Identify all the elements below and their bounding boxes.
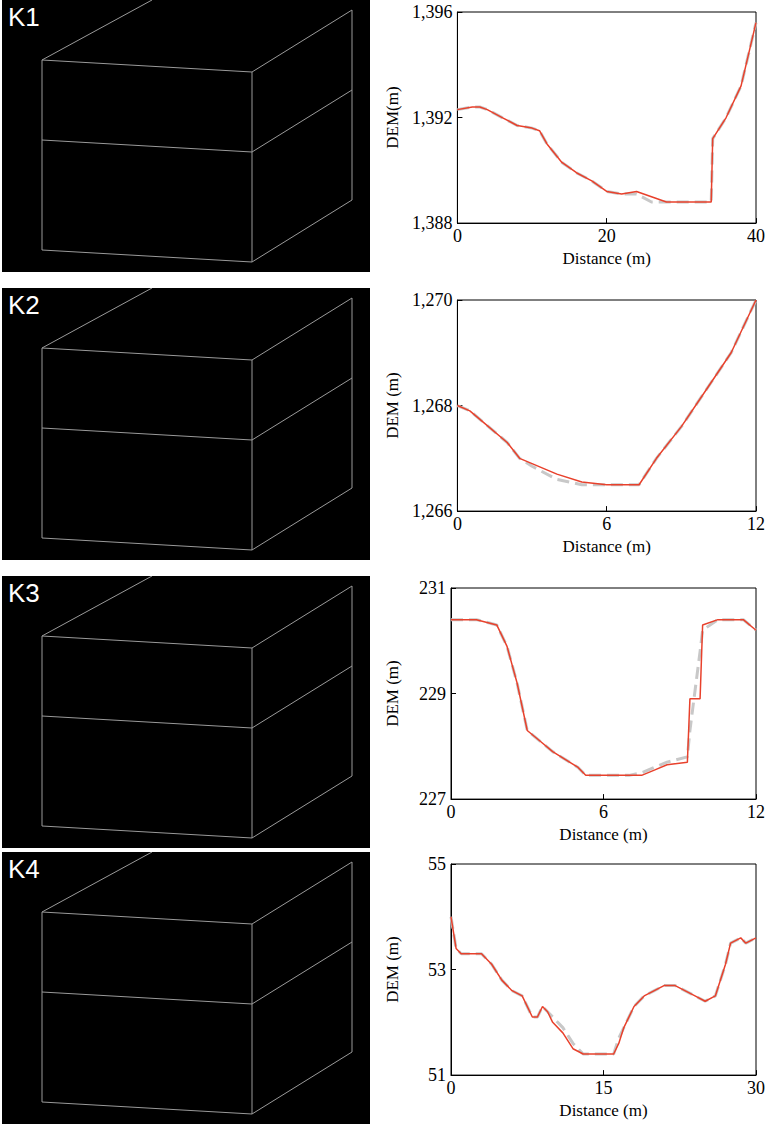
svg-text:15: 15 xyxy=(595,1078,613,1098)
svg-text:Distance (m): Distance (m) xyxy=(563,537,651,556)
html-text:K2: K2 xyxy=(8,290,40,320)
svg-text:0: 0 xyxy=(447,1078,456,1098)
svg-text:53: 53 xyxy=(428,960,446,980)
svg-text:1,268: 1,268 xyxy=(412,396,453,416)
svg-text:12: 12 xyxy=(747,802,765,822)
svg-text:DEM (m): DEM (m) xyxy=(383,372,402,439)
svg-text:Distance (m): Distance (m) xyxy=(559,825,647,844)
svg-text:40: 40 xyxy=(747,226,765,246)
svg-text:231: 231 xyxy=(419,578,446,598)
svg-text:1,392: 1,392 xyxy=(412,108,453,128)
html-text:K3: K3 xyxy=(8,578,40,608)
svg-text:Distance (m): Distance (m) xyxy=(563,249,651,268)
svg-text:51: 51 xyxy=(428,1065,446,1085)
svg-text:20: 20 xyxy=(598,226,616,246)
svg-text:0: 0 xyxy=(453,514,462,534)
svg-text:227: 227 xyxy=(419,789,446,809)
svg-text:1,266: 1,266 xyxy=(412,501,453,521)
svg-text:DEM (m): DEM (m) xyxy=(383,936,402,1003)
svg-text:6: 6 xyxy=(599,802,608,822)
svg-text:DEM (m): DEM (m) xyxy=(383,660,402,727)
svg-text:1,388: 1,388 xyxy=(412,213,453,233)
svg-text:30: 30 xyxy=(747,1078,765,1098)
svg-text:1,270: 1,270 xyxy=(412,290,453,310)
html-text:K4: K4 xyxy=(8,854,40,884)
svg-text:DEM(m): DEM(m) xyxy=(383,86,402,148)
svg-text:12: 12 xyxy=(747,514,765,534)
svg-text:6: 6 xyxy=(602,514,611,534)
svg-text:0: 0 xyxy=(447,802,456,822)
html-text:K1: K1 xyxy=(8,2,40,32)
svg-text:55: 55 xyxy=(428,854,446,874)
svg-text:Distance (m): Distance (m) xyxy=(559,1101,647,1120)
svg-text:0: 0 xyxy=(453,226,462,246)
svg-text:1,396: 1,396 xyxy=(412,2,453,22)
svg-text:229: 229 xyxy=(419,684,446,704)
